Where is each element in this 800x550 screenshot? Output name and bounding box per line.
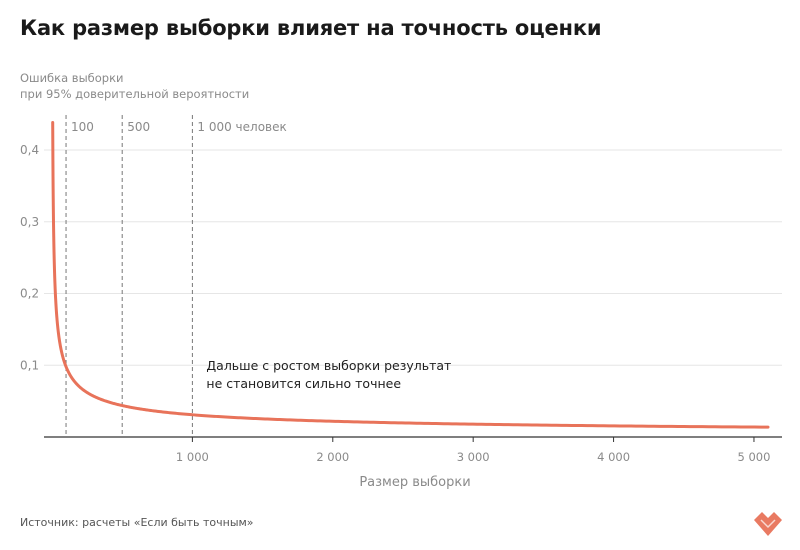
chart-title: Как размер выборки влияет на точность оц… bbox=[20, 16, 602, 40]
x-tick-label: 1 000 bbox=[176, 450, 209, 464]
gridlines bbox=[44, 149, 782, 366]
annotation-line: Дальше с ростом выборки результат bbox=[206, 358, 451, 373]
reference-line-label: 500 bbox=[127, 120, 150, 134]
reference-lines: 100 500 1 000 человек bbox=[65, 115, 287, 437]
chart-annotation: Дальше с ростом выборки результат не стан… bbox=[206, 358, 451, 391]
y-axis-label: Ошибка выборки при 95% доверительной веро… bbox=[20, 71, 249, 101]
y-tick-labels: 0,1 0,2 0,3 0,4 bbox=[20, 143, 39, 372]
y-axis-label-line: при 95% доверительной вероятности bbox=[20, 87, 249, 101]
error-curve bbox=[51, 121, 770, 429]
reference-line-label: 100 bbox=[71, 120, 94, 134]
source-note: Источник: расчеты «Если быть точным» bbox=[20, 516, 254, 529]
x-tick-label: 3 000 bbox=[457, 450, 490, 464]
x-tick-label: 5 000 bbox=[737, 450, 770, 464]
brand-logo-icon bbox=[754, 512, 782, 536]
annotation-line: не становится сильно точнее bbox=[206, 376, 401, 391]
reference-line-label: 1 000 человек bbox=[197, 120, 286, 134]
x-ticks: 1 000 2 000 3 000 4 000 5 000 bbox=[176, 437, 770, 464]
x-tick-label: 4 000 bbox=[597, 450, 630, 464]
x-axis-label: Размер выборки bbox=[359, 475, 470, 490]
y-tick-label: 0,3 bbox=[20, 215, 39, 229]
y-tick-label: 0,4 bbox=[20, 143, 39, 157]
y-tick-label: 0,2 bbox=[20, 287, 39, 301]
y-tick-label: 0,1 bbox=[20, 358, 39, 372]
y-axis-label-line: Ошибка выборки bbox=[20, 71, 124, 85]
x-tick-label: 2 000 bbox=[316, 450, 349, 464]
